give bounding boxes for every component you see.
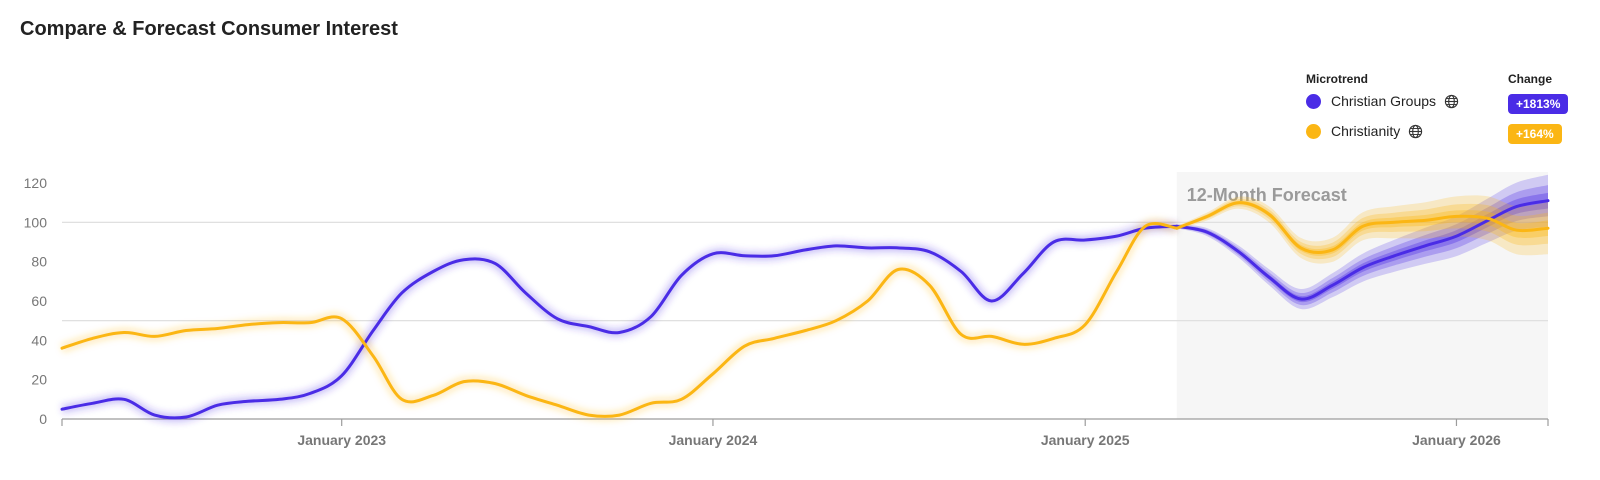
y-tick-label: 120 <box>24 175 48 191</box>
legend-item-christianity[interactable]: Christianity <box>1306 120 1423 142</box>
y-tick-label: 0 <box>39 411 47 427</box>
forecast-band-christian-groups <box>1176 174 1548 310</box>
forecast-line-christian-groups <box>1175 199 1550 301</box>
forecast-region <box>1176 172 1548 419</box>
series-name: Christian Groups <box>1331 93 1437 109</box>
forecast-line-christianity <box>1175 201 1550 254</box>
series-line-christianity <box>60 222 1179 418</box>
series-glow-christianity <box>60 219 1178 421</box>
series-line-christian-groups <box>60 224 1179 420</box>
forecast-label: 12-Month Forecast <box>1187 185 1347 205</box>
x-tick-label: January 2026 <box>1412 432 1501 448</box>
chart-title: Compare & Forecast Consumer Interest <box>20 18 398 40</box>
forecast-band-christian-groups <box>1176 185 1548 306</box>
forecast-band-christian-groups <box>1176 192 1548 303</box>
y-tick-label: 40 <box>31 332 47 348</box>
y-tick-label: 80 <box>31 254 47 270</box>
series-name: Christianity <box>1331 123 1401 139</box>
legend-change-header: Change <box>1508 72 1553 86</box>
x-tick-label: January 2025 <box>1041 432 1130 448</box>
change-badge-christianity: +164% <box>1508 124 1562 144</box>
x-tick-label: January 2023 <box>297 432 386 448</box>
forecast-band-christianity <box>1176 195 1548 264</box>
series-swatch <box>1306 123 1321 139</box>
y-tick-label: 60 <box>31 293 47 309</box>
change-badge-christian-groups: +1813% <box>1508 94 1569 114</box>
legend: Microtrend Change Christian Groups +1813… <box>1306 70 1596 150</box>
series-swatch <box>1306 93 1321 109</box>
y-tick-label: 20 <box>31 372 47 388</box>
legend-item-christian-groups[interactable]: Christian Groups <box>1306 90 1459 112</box>
y-tick-label: 100 <box>24 214 48 230</box>
series-glow-christian-groups <box>61 221 1178 423</box>
globe-icon <box>1444 94 1459 109</box>
globe-icon <box>1408 124 1423 139</box>
legend-microtrend-header: Microtrend <box>1306 72 1369 86</box>
x-tick-label: January 2024 <box>669 432 758 448</box>
